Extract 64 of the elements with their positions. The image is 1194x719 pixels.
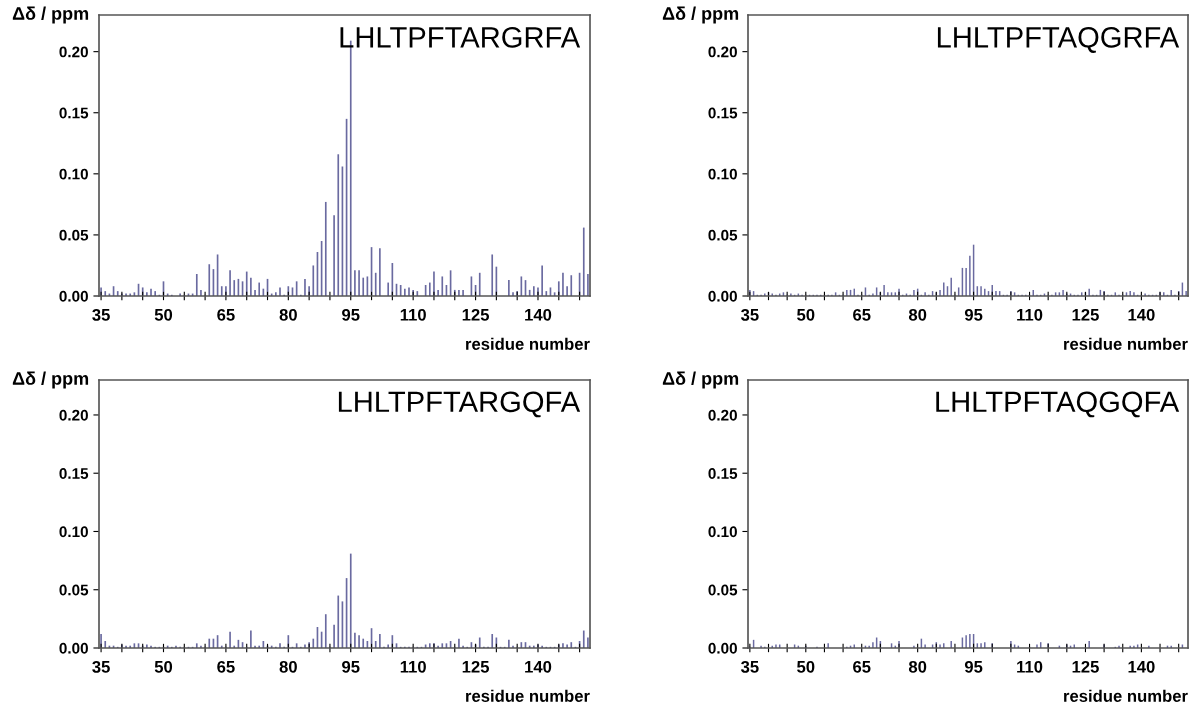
x-tick-label: 35 bbox=[740, 308, 759, 321]
chart-title: LHLTPFTARGQFA bbox=[338, 391, 581, 418]
x-tick-label: 95 bbox=[342, 308, 360, 321]
y-tick-label: 0.15 bbox=[708, 468, 738, 479]
y-tick-label: 0.15 bbox=[708, 107, 738, 119]
x-tick-label: 65 bbox=[853, 660, 871, 673]
x-tick-label: 95 bbox=[964, 308, 983, 321]
x-tick-label: 125 bbox=[1072, 660, 1099, 673]
x-axis-title: residue number bbox=[466, 689, 590, 702]
y-tick-label: 0.05 bbox=[59, 584, 89, 596]
x-tick-label: 110 bbox=[1017, 660, 1043, 673]
y-tick-label: 0.10 bbox=[59, 526, 88, 538]
x-tick-label: 35 bbox=[92, 308, 110, 321]
y-tick-label: 0.20 bbox=[708, 46, 737, 58]
y-tick-label: 0.15 bbox=[59, 468, 89, 479]
y-tick-label: 0.05 bbox=[708, 229, 738, 241]
x-tick-label: 140 bbox=[1128, 308, 1155, 321]
y-tick-label: 0.05 bbox=[59, 229, 89, 241]
y-tick-label: 0.15 bbox=[59, 107, 89, 119]
x-tick-label: 65 bbox=[217, 660, 235, 673]
y-tick-label: 0.05 bbox=[708, 584, 738, 596]
y-axis-title: Δδ / ppm bbox=[662, 371, 739, 389]
chart-title: LHLTPFTAQGRFA bbox=[937, 27, 1180, 53]
chart-title: LHLTPFTAQGQFA bbox=[936, 391, 1180, 418]
x-tick-label: 80 bbox=[908, 660, 927, 673]
y-axis-title: Δδ / ppm bbox=[662, 6, 739, 24]
y-axis-title: Δδ / ppm bbox=[12, 6, 89, 24]
x-tick-label: 125 bbox=[1072, 308, 1099, 321]
y-tick-label: 0.10 bbox=[59, 168, 88, 180]
x-tick-label: 50 bbox=[797, 660, 815, 673]
x-tick-label: 80 bbox=[279, 308, 297, 321]
x-tick-label: 140 bbox=[1128, 660, 1155, 673]
x-tick-label: 65 bbox=[853, 308, 871, 321]
x-tick-label: 50 bbox=[154, 660, 173, 673]
x-tick-label: 80 bbox=[279, 660, 297, 673]
x-tick-label: 65 bbox=[217, 308, 235, 321]
x-axis-title: residue number bbox=[466, 337, 590, 350]
x-tick-label: 50 bbox=[154, 308, 173, 321]
x-tick-label: 140 bbox=[525, 308, 552, 321]
x-tick-label: 80 bbox=[908, 308, 927, 321]
x-tick-label: 110 bbox=[400, 660, 426, 673]
y-axis-title: Δδ / ppm bbox=[12, 371, 89, 389]
x-tick-label: 125 bbox=[462, 660, 490, 673]
y-tick-label: 0.00 bbox=[708, 290, 737, 302]
x-tick-label: 110 bbox=[1017, 308, 1043, 321]
x-tick-label: 95 bbox=[964, 660, 983, 673]
x-tick-label: 35 bbox=[92, 660, 110, 673]
x-tick-label: 110 bbox=[400, 308, 426, 321]
chart-title: LHLTPFTARGRFA bbox=[340, 27, 581, 48]
y-tick-label: 0.10 bbox=[708, 526, 737, 538]
y-tick-label: 0.00 bbox=[59, 642, 88, 654]
x-tick-label: 50 bbox=[797, 308, 815, 321]
y-tick-label: 0.00 bbox=[708, 642, 737, 654]
y-tick-label: 0.20 bbox=[708, 409, 737, 421]
y-tick-label: 0.00 bbox=[59, 290, 88, 302]
y-tick-label: 0.20 bbox=[59, 46, 88, 58]
y-tick-label: 0.10 bbox=[708, 168, 737, 180]
x-axis-title: residue number bbox=[1064, 689, 1188, 702]
x-tick-label: 125 bbox=[462, 308, 490, 321]
x-tick-label: 95 bbox=[342, 660, 360, 673]
x-axis-title: residue number bbox=[1064, 337, 1188, 350]
x-tick-label: 140 bbox=[525, 660, 552, 673]
y-tick-label: 0.20 bbox=[59, 409, 88, 421]
x-tick-label: 35 bbox=[740, 660, 759, 673]
